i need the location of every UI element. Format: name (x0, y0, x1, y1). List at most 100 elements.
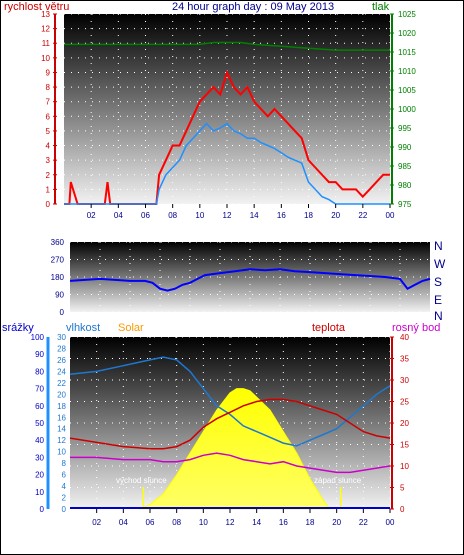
y-tick-label: 360 (51, 238, 65, 247)
rain-tick-label: 10 (35, 488, 44, 497)
rain-tick-label: 30 (35, 453, 44, 462)
rain-tick-label: 90 (35, 350, 44, 359)
compass-n-top: N (434, 239, 443, 253)
temp-tick-label: 15 (400, 441, 409, 450)
rain-tick-label: 20 (35, 471, 44, 480)
x-tick-label: 08 (168, 211, 177, 220)
series-rosný-bod (70, 452, 391, 474)
x-tick-label: 18 (306, 518, 315, 527)
x-tick-label: 08 (172, 518, 181, 527)
y-right-tick-label: 1015 (398, 48, 416, 57)
y-left-tick-label: 7 (46, 98, 51, 107)
humidity-tick-label: 18 (57, 402, 66, 411)
sunrise-label: východ slunce (116, 476, 167, 485)
temp-tick-label: 25 (400, 398, 409, 407)
x-tick-label: 06 (146, 518, 155, 527)
x-tick-label: 06 (141, 211, 150, 220)
y-left-tick-label: 8 (46, 83, 51, 92)
humidity-tick-label: 12 (57, 436, 66, 445)
y-tick-label: 90 (55, 291, 64, 300)
humidity-tick-label: 6 (62, 471, 67, 480)
x-tick-label: 20 (331, 211, 340, 220)
y-left-tick-label: 9 (46, 68, 51, 77)
compass-w: W (434, 257, 446, 271)
humidity-tick-label: 0 (62, 505, 67, 514)
x-tick-label: 14 (252, 518, 261, 527)
y-right-tick-label: 995 (398, 124, 412, 133)
humidity-tick-label: 22 (57, 379, 66, 388)
humidity-tick-label: 10 (57, 448, 66, 457)
rain-tick-label: 80 (35, 367, 44, 376)
y-left-tick-label: 13 (41, 10, 50, 19)
y-tick-label: 0 (60, 308, 65, 317)
x-tick-label: 04 (114, 211, 123, 220)
x-tick-label: 00 (386, 211, 395, 220)
x-tick-label: 02 (92, 518, 101, 527)
x-tick-label: 12 (223, 211, 232, 220)
y-left-tick-label: 3 (46, 156, 51, 165)
humidity-tick-label: 14 (57, 425, 66, 434)
y-left-tick-label: 1 (46, 185, 51, 194)
y-right-tick-label: 1020 (398, 29, 416, 38)
y-right-tick-label: 975 (398, 200, 412, 209)
rain-tick-label: 0 (40, 505, 45, 514)
rain-tick-label: 40 (35, 436, 44, 445)
humidity-axis-label: vlhkost (66, 322, 100, 334)
y-left-tick-label: 0 (46, 200, 51, 209)
y-right-tick-label: 1000 (398, 105, 416, 114)
dewpoint-axis-label: rosný bod (392, 322, 440, 334)
wind-axis-label: rychlost větru (4, 1, 69, 13)
y-right-tick-label: 1010 (398, 67, 416, 76)
compass-e: E (434, 293, 442, 307)
temp-tick-label: 0 (400, 505, 405, 514)
y-tick-label: 270 (51, 256, 65, 265)
y-left-tick-label: 12 (41, 25, 50, 34)
y-left-tick-label: 2 (46, 171, 51, 180)
sunset-label: západ slunce (314, 476, 362, 485)
x-tick-label: 00 (386, 518, 395, 527)
compass-s: S (434, 275, 442, 289)
series-solar (139, 388, 332, 510)
series-teplota (69, 398, 391, 450)
humidity-tick-label: 8 (62, 459, 67, 468)
rain-tick-label: 60 (35, 402, 44, 411)
y-tick-label: 180 (51, 273, 65, 282)
rain-tick-label: 70 (35, 385, 44, 394)
x-tick-label: 20 (332, 518, 341, 527)
humidity-tick-label: 20 (57, 390, 66, 399)
y-right-tick-label: 985 (398, 162, 412, 171)
humidity-tick-label: 26 (57, 356, 66, 365)
y-left-tick-label: 11 (42, 39, 51, 48)
y-right-tick-label: 1005 (398, 86, 416, 95)
rain-tick-label: 100 (31, 333, 45, 342)
humidity-tick-label: 28 (57, 344, 66, 353)
temperature-axis-label: teplota (312, 322, 346, 334)
x-tick-label: 22 (359, 518, 368, 527)
rain-axis-label: srážky (2, 322, 34, 334)
humidity-tick-label: 4 (62, 482, 67, 491)
temp-tick-label: 35 (400, 355, 409, 364)
y-left-tick-label: 10 (41, 54, 50, 63)
x-tick-label: 16 (279, 518, 288, 527)
y-right-tick-label: 980 (398, 181, 412, 190)
series-gust (64, 122, 390, 205)
x-tick-label: 14 (250, 211, 259, 220)
series-direction (69, 268, 431, 292)
solar-label: Solar (118, 322, 144, 334)
temp-tick-label: 40 (400, 333, 409, 342)
compass-n-bottom: N (434, 309, 443, 323)
x-tick-label: 18 (304, 211, 313, 220)
temp-tick-label: 10 (400, 462, 409, 471)
temp-tick-label: 30 (400, 376, 409, 385)
rain-tick-label: 50 (35, 419, 44, 428)
x-tick-label: 22 (358, 211, 367, 220)
series-vlhkost (69, 356, 391, 447)
x-tick-label: 04 (119, 518, 128, 527)
humidity-tick-label: 30 (57, 333, 66, 342)
humidity-tick-label: 16 (57, 413, 66, 422)
x-tick-label: 16 (277, 211, 286, 220)
wind-panel-background (64, 14, 390, 204)
temp-tick-label: 5 (400, 484, 405, 493)
x-tick-label: 02 (87, 211, 96, 220)
